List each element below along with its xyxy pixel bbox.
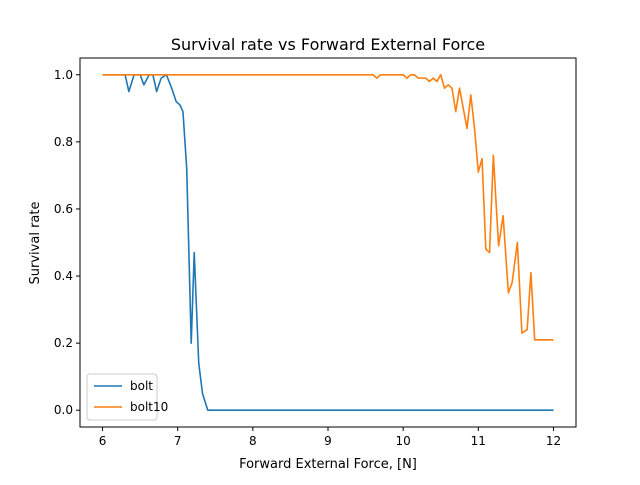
- x-tick-label: 11: [471, 434, 486, 448]
- y-axis: 0.0 0.2 0.4 0.6 0.8 1.0: [54, 68, 80, 417]
- legend-label-bolt: bolt: [130, 379, 153, 393]
- x-tick-label: 10: [396, 434, 411, 448]
- y-tick-label: 0.0: [54, 403, 73, 417]
- y-tick-label: 0.6: [54, 202, 73, 216]
- x-axis: 6 7 8 9 10 11 12: [99, 427, 561, 448]
- x-tick-label: 12: [546, 434, 561, 448]
- x-tick-label: 7: [174, 434, 182, 448]
- y-axis-label: Survival rate: [28, 202, 43, 285]
- legend-label-bolt10: bolt10: [130, 400, 168, 414]
- x-tick-label: 6: [99, 434, 107, 448]
- y-tick-label: 0.8: [54, 135, 73, 149]
- y-tick-label: 1.0: [54, 68, 73, 82]
- y-tick-label: 0.2: [54, 336, 73, 350]
- y-tick-label: 0.4: [54, 269, 73, 283]
- x-axis-label: Forward External Force, [N]: [239, 457, 417, 472]
- chart-title: Survival rate vs Forward External Force: [171, 35, 485, 54]
- x-tick-label: 8: [249, 434, 257, 448]
- series-line-bolt10: [102, 73, 554, 341]
- legend: bolt bolt10: [86, 373, 168, 421]
- plot-area: [102, 73, 554, 412]
- x-tick-label: 9: [324, 434, 332, 448]
